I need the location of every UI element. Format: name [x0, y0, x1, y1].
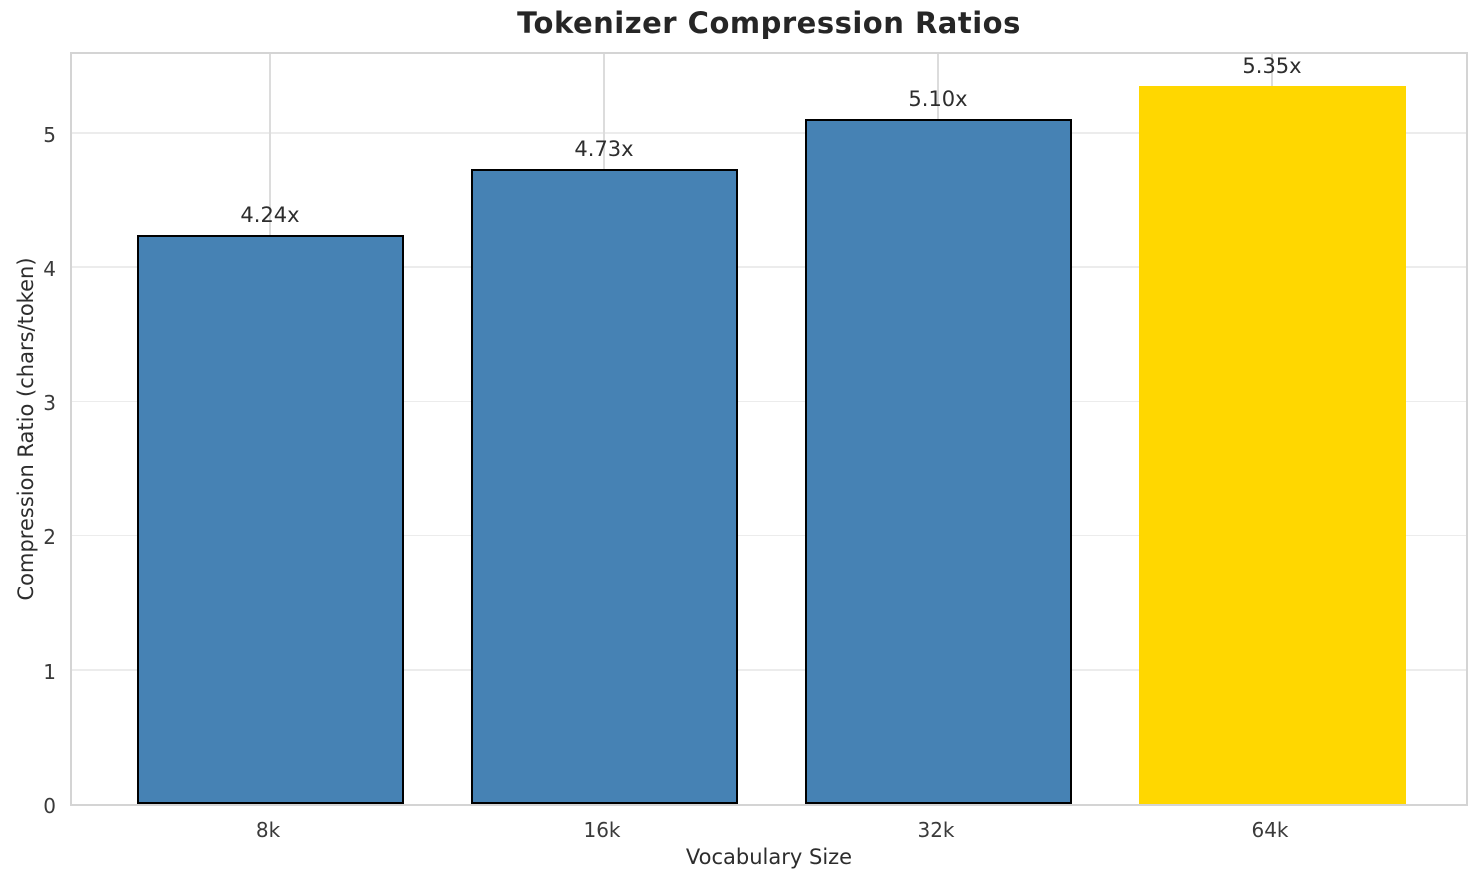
bar-value-label: 5.35x	[1242, 53, 1302, 78]
bar-value-label: 5.10x	[908, 87, 968, 112]
y-tick-label: 1	[43, 659, 56, 684]
y-tick-label: 4	[43, 256, 56, 281]
h-gridline	[72, 669, 1466, 671]
h-gridline	[72, 266, 1466, 268]
h-gridline	[72, 132, 1466, 134]
bar-value-label: 4.73x	[574, 136, 634, 161]
x-tick-label: 64k	[1251, 818, 1289, 842]
bar-64k	[1138, 85, 1406, 804]
x-tick-label: 32k	[917, 818, 955, 842]
y-tick-label: 3	[43, 391, 56, 416]
bar-value-label: 4.24x	[240, 202, 300, 227]
x-tick-label: 8k	[255, 818, 281, 842]
x-axis-label: Vocabulary Size	[685, 845, 853, 869]
h-gridline	[72, 400, 1466, 403]
chart-title: Tokenizer Compression Ratios	[517, 6, 1021, 40]
bar-16k	[470, 168, 738, 804]
y-tick-label: 2	[43, 525, 56, 550]
bar-8k	[136, 234, 404, 804]
bar-32k	[804, 119, 1072, 804]
plot-area: 4.24x 4.73x 5.10x 5.35x	[70, 52, 1468, 806]
x-tick-label: 16k	[583, 818, 621, 842]
y-tick-label: 5	[43, 122, 56, 147]
h-gridline	[72, 534, 1466, 537]
y-tick-label: 0	[43, 794, 56, 818]
